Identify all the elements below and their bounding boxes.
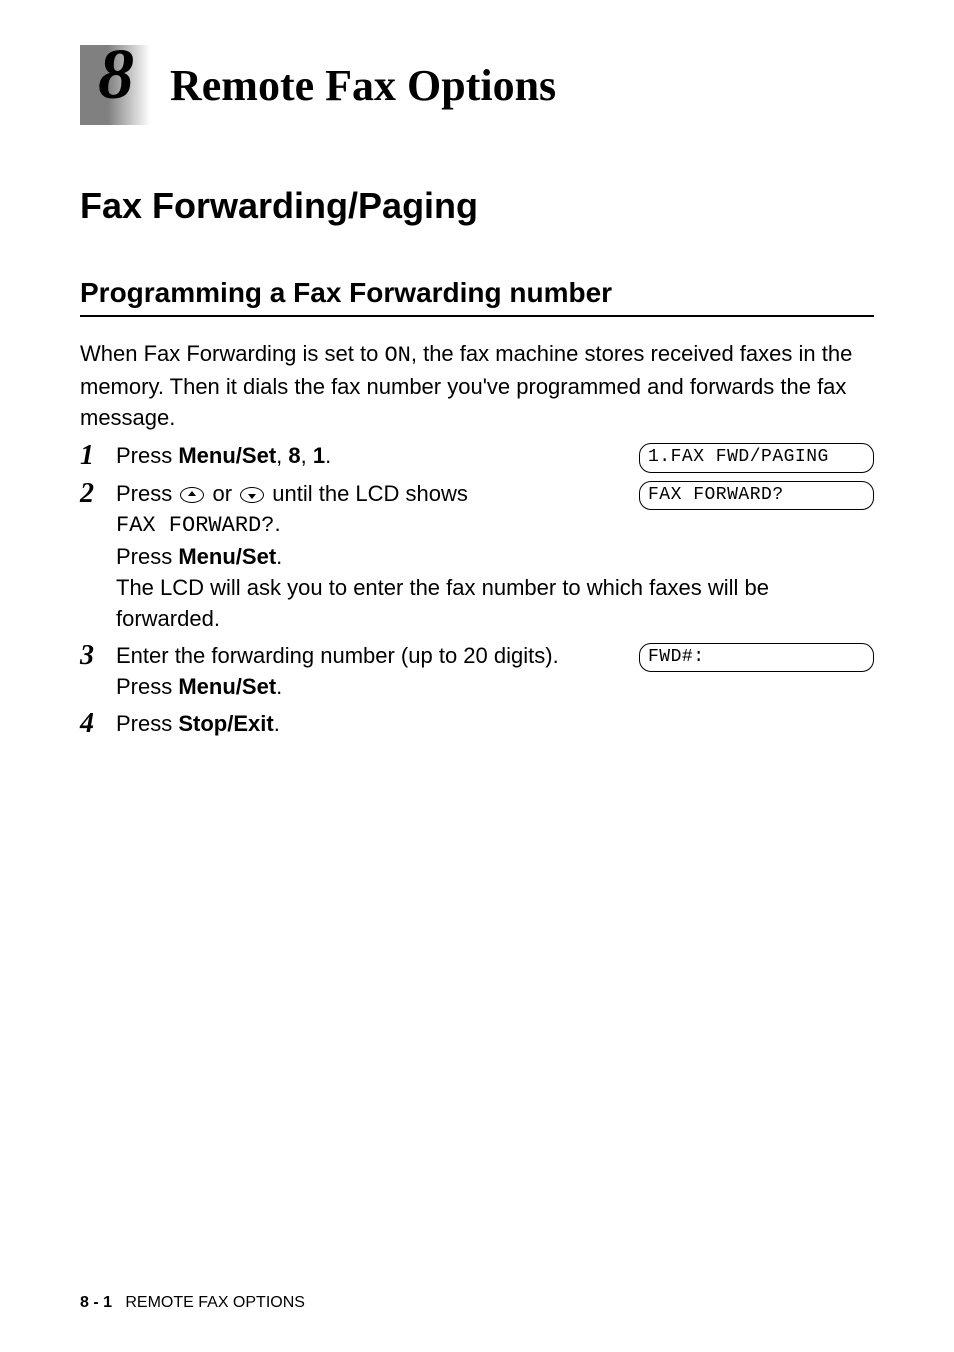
step-text: or (206, 481, 238, 506)
step-text: until the LCD shows (266, 481, 468, 506)
step-text: . (274, 711, 280, 736)
step-text: , (276, 443, 288, 468)
step-number: 1 (80, 441, 116, 472)
footer-page: 8 - 1 (80, 1294, 112, 1311)
step-text: Press (116, 443, 178, 468)
steps-list: 1 Press Menu/Set, 8, 1. 1.FAX FWD/PAGING… (80, 441, 874, 739)
section-title: Fax Forwarding/Paging (80, 185, 874, 227)
step-note: The LCD will ask you to enter the fax nu… (116, 573, 874, 635)
step-key: 8 (288, 443, 300, 468)
page-footer: 8 - 1 REMOTE FAX OPTIONS (80, 1294, 305, 1312)
down-arrow-icon (240, 487, 264, 503)
footer-label: REMOTE FAX OPTIONS (125, 1294, 305, 1311)
up-arrow-icon (180, 487, 204, 503)
step-4: 4 Press Stop/Exit. (80, 709, 874, 740)
subsection-title: Programming a Fax Forwarding number (80, 277, 612, 308)
lcd-display: 1.FAX FWD/PAGING (639, 443, 874, 472)
step-key: Menu/Set (178, 443, 276, 468)
intro-text-1: When Fax Forwarding is set to (80, 341, 384, 366)
chapter-number-badge: 8 (80, 45, 150, 125)
step-key: Menu/Set (178, 544, 276, 569)
step-2: 2 Press or until the LCD shows FAX FORWA… (80, 479, 874, 635)
step-number: 2 (80, 479, 116, 510)
chapter-heading: 8 Remote Fax Options (80, 45, 874, 125)
lcd-display: FWD#: (639, 643, 874, 672)
step-number: 3 (80, 641, 116, 672)
step-text: . (276, 674, 282, 699)
step-text: Enter the forwarding number (up to 20 di… (116, 641, 619, 672)
step-key: Menu/Set (178, 674, 276, 699)
step-content: Press or until the LCD shows FAX FORWARD… (116, 479, 874, 635)
step-1: 1 Press Menu/Set, 8, 1. 1.FAX FWD/PAGING (80, 441, 874, 472)
chapter-number: 8 (98, 33, 134, 116)
chapter-title: Remote Fax Options (170, 60, 556, 111)
step-key: Stop/Exit (178, 711, 273, 736)
lcd-display: FAX FORWARD? (639, 481, 874, 510)
step-text: Press (116, 711, 178, 736)
step-3: 3 Enter the forwarding number (up to 20 … (80, 641, 874, 703)
step-text: Press (116, 481, 178, 506)
step-content: Press Menu/Set, 8, 1. 1.FAX FWD/PAGING (116, 441, 874, 472)
step-text: . (276, 544, 282, 569)
step-mono: FAX FORWARD? (116, 513, 274, 538)
intro-on-text: ON (384, 343, 410, 368)
step-number: 4 (80, 709, 116, 740)
step-content: Enter the forwarding number (up to 20 di… (116, 641, 874, 703)
step-content: Press Stop/Exit. (116, 709, 874, 740)
step-text: Press (116, 674, 178, 699)
step-key: 1 (313, 443, 325, 468)
step-text: . (274, 511, 280, 536)
step-text: , (301, 443, 313, 468)
intro-paragraph: When Fax Forwarding is set to ON, the fa… (80, 339, 874, 433)
step-text: Press (116, 544, 178, 569)
subsection-heading: Programming a Fax Forwarding number (80, 277, 874, 317)
step-text: . (325, 443, 331, 468)
